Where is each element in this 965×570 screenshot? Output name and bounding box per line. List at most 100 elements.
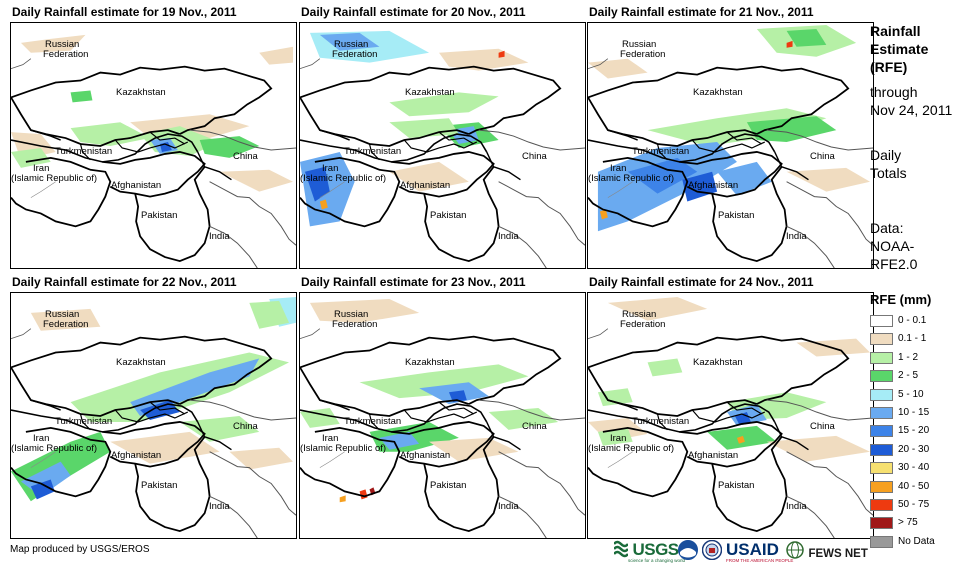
sidebar-title: Rainfall Estimate (RFE) <box>870 22 928 76</box>
legend-swatch <box>870 535 893 548</box>
panel-title: Daily Rainfall estimate for 21 Nov., 201… <box>589 5 814 19</box>
sidebar-data-source: Data: NOAA- RFE2.0 <box>870 219 917 273</box>
fewsnet-wordmark: FEWS NET <box>808 548 868 560</box>
sidebar-data-line-3: RFE2.0 <box>870 256 918 272</box>
country-label-pakistan: Pakistan <box>718 210 755 221</box>
map-panel: Daily Rainfall estimate for 21 Nov., 201… <box>587 5 874 269</box>
country-label-pakistan: Pakistan <box>430 210 467 221</box>
map-panel: Daily Rainfall estimate for 24 Nov., 201… <box>587 275 874 539</box>
country-label-russia-1: Russian <box>334 39 369 50</box>
sidebar-through-line-2: Nov 24, 2011 <box>870 102 953 118</box>
legend-swatch <box>870 462 893 475</box>
sidebar-title-line-3: (RFE) <box>870 59 908 75</box>
country-label-kazakhstan: Kazakhstan <box>116 357 166 368</box>
usgs-logo: USGS science for a changing world <box>613 540 685 563</box>
panel-title: Daily Rainfall estimate for 19 Nov., 201… <box>12 5 237 19</box>
country-label-russia-2: Federation <box>332 49 378 60</box>
country-label-afghanistan: Afghanistan <box>688 450 739 461</box>
country-label-turkmenistan: Turkmenistan <box>55 146 113 157</box>
usaid-tagline: FROM THE AMERICAN PEOPLE <box>726 558 794 563</box>
country-label-russia-1: Russian <box>622 309 657 320</box>
country-label-india: India <box>498 501 519 512</box>
legend-swatch <box>870 333 893 346</box>
country-label-turkmenistan: Turkmenistan <box>632 146 690 157</box>
country-label-afghanistan: Afghanistan <box>111 450 162 461</box>
rainfall-map: Russian Federation Kazakhstan Turkmenistan I… <box>299 292 586 539</box>
map-panel: Daily Rainfall estimate for 22 Nov., 201… <box>10 275 297 539</box>
country-label-iran-1: Iran <box>610 163 627 174</box>
legend-swatch <box>870 370 893 383</box>
legend-swatch <box>870 425 893 438</box>
fewsnet-globe-icon <box>786 541 804 559</box>
country-label-pakistan: Pakistan <box>141 480 178 491</box>
usgs-tagline: science for a changing world <box>628 558 686 563</box>
dhs-seal-icon <box>701 539 723 565</box>
legend-label: 40 - 50 <box>898 480 930 492</box>
country-label-iran-2: (Islamic Republic of) <box>300 173 387 184</box>
country-label-kazakhstan: Kazakhstan <box>693 87 743 98</box>
sidebar-daily-line-2: Totals <box>870 165 907 181</box>
rainfall-map: Russian Federation Kazakhstan Turkmenistan I… <box>587 22 874 269</box>
legend-label: > 75 <box>898 517 918 529</box>
country-label-india: India <box>498 231 519 242</box>
country-label-russia-1: Russian <box>45 309 80 320</box>
legend-label: 30 - 40 <box>898 462 930 474</box>
country-label-turkmenistan: Turkmenistan <box>344 416 402 427</box>
rainfall-map: Russian Federation Kazakhstan Turkmenistan I… <box>299 22 586 269</box>
legend-swatch <box>870 388 893 401</box>
country-label-turkmenistan: Turkmenistan <box>632 416 690 427</box>
noaa-emblem-icon <box>678 540 698 565</box>
legend-swatch <box>870 406 893 419</box>
country-label-iran-1: Iran <box>610 433 627 444</box>
usgs-wave-icon <box>613 540 629 558</box>
sidebar-data-line-2: NOAA- <box>870 238 915 254</box>
rainfall-map: Russian Federation Kazakhstan Turkmenistan I… <box>587 292 874 539</box>
map-raster <box>588 24 873 268</box>
legend-swatch <box>870 315 893 327</box>
country-label-india: India <box>786 501 807 512</box>
map-panel: Daily Rainfall estimate for 20 Nov., 201… <box>299 5 586 269</box>
legend-swatch <box>870 443 893 456</box>
country-label-pakistan: Pakistan <box>430 480 467 491</box>
country-label-iran-2: (Islamic Republic of) <box>588 443 675 454</box>
country-label-afghanistan: Afghanistan <box>400 180 451 191</box>
map-raster <box>300 30 585 268</box>
panel-title: Daily Rainfall estimate for 23 Nov., 201… <box>301 275 526 289</box>
country-label-china: China <box>810 151 835 162</box>
country-label-iran-1: Iran <box>322 163 339 174</box>
legend-swatch <box>870 480 893 493</box>
country-label-afghanistan: Afghanistan <box>400 450 451 461</box>
country-label-iran-2: (Islamic Republic of) <box>300 443 387 454</box>
map-panel: Daily Rainfall estimate for 19 Nov., 201… <box>10 5 297 269</box>
legend-swatch <box>870 498 893 511</box>
usaid-wordmark: USAID <box>726 540 779 559</box>
country-label-kazakhstan: Kazakhstan <box>116 87 166 98</box>
country-label-india: India <box>209 501 230 512</box>
country-label-iran-2: (Islamic Republic of) <box>588 173 675 184</box>
usaid-logo: USAID FROM THE AMERICAN PEOPLE <box>726 540 793 563</box>
legend-label: 50 - 75 <box>898 498 930 510</box>
usgs-wordmark: USGS <box>632 540 679 559</box>
map-credit: Map produced by USGS/EROS <box>10 544 150 555</box>
country-label-russia-2: Federation <box>43 319 89 330</box>
legend-label: 10 - 15 <box>898 406 930 418</box>
sidebar-through: through Nov 24, 2011 <box>870 83 952 119</box>
panel-title: Daily Rainfall estimate for 22 Nov., 201… <box>12 275 237 289</box>
legend-label: 20 - 30 <box>898 443 930 455</box>
map-raster <box>588 296 873 538</box>
country-label-afghanistan: Afghanistan <box>688 180 739 191</box>
country-label-kazakhstan: Kazakhstan <box>405 87 455 98</box>
country-label-turkmenistan: Turkmenistan <box>55 416 113 427</box>
country-label-russia-1: Russian <box>45 39 80 50</box>
legend-label: 15 - 20 <box>898 425 930 437</box>
country-label-russia-2: Federation <box>332 319 378 330</box>
country-label-iran-2: (Islamic Republic of) <box>11 443 98 454</box>
country-label-kazakhstan: Kazakhstan <box>693 357 743 368</box>
legend-swatch <box>870 517 893 530</box>
legend-label: 0.1 - 1 <box>898 333 927 345</box>
country-label-china: China <box>522 151 547 162</box>
panel-title: Daily Rainfall estimate for 24 Nov., 201… <box>589 275 814 289</box>
map-raster <box>11 34 296 268</box>
sidebar-data-line-1: Data: <box>870 220 904 236</box>
rainfall-map: Russian Federation Kazakhstan Turkmenistan I… <box>10 22 297 269</box>
